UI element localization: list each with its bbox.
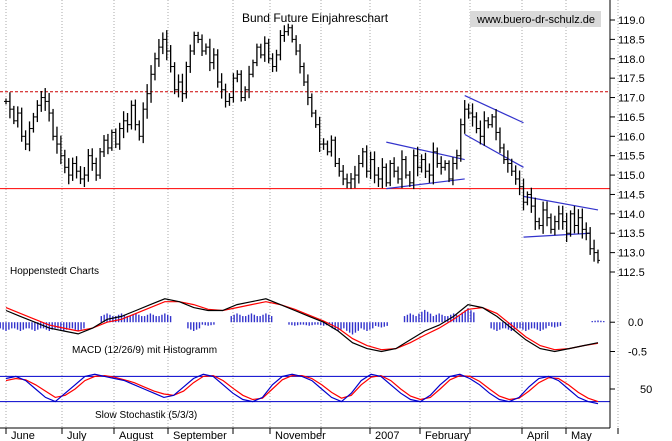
x-tick-label: February xyxy=(425,430,470,441)
price-tick-label: 114.5 xyxy=(618,189,645,201)
hoppenstedt-label: Hoppenstedt Charts xyxy=(10,266,99,277)
macd-axis: 0.0 -0.5 xyxy=(610,317,647,359)
price-bars xyxy=(4,23,600,264)
trendline xyxy=(523,195,599,211)
price-tick-label: 115.5 xyxy=(618,151,645,163)
x-tick-label: 2007 xyxy=(375,430,399,441)
price-tick-label: 113.0 xyxy=(618,248,645,260)
x-tick-label: November xyxy=(275,430,326,441)
price-tick-label: 113.5 xyxy=(618,228,645,240)
macd-tick-label: -0.5 xyxy=(628,347,647,359)
price-tick-label: 117.5 xyxy=(618,73,645,85)
trendline xyxy=(464,95,524,124)
x-tick-label: July xyxy=(67,430,87,441)
macd-signal-line xyxy=(5,301,599,351)
price-tick-label: 118.0 xyxy=(618,54,645,66)
price-tick-label: 118.5 xyxy=(618,34,645,46)
trendline xyxy=(386,178,465,190)
price-tick-label: 119.0 xyxy=(618,15,645,27)
x-axis: June July August September November 2007 Febru… xyxy=(5,428,619,441)
macd-tick-label: 0.0 xyxy=(628,317,643,329)
trendline xyxy=(386,141,465,161)
stochastic-panel xyxy=(0,373,610,405)
stochastic-axis: 50 xyxy=(610,384,652,396)
stochastic-label: Slow Stochastik (5/3/3) xyxy=(95,410,197,421)
stochastic-d-line xyxy=(5,374,599,403)
price-axis: 112.5 113.0 113.5 114.0 114.5 115.0 115.5 116.0… xyxy=(610,15,645,279)
price-tick-label: 117.0 xyxy=(618,93,645,105)
x-tick-label: May xyxy=(571,430,592,441)
price-tick-label: 112.5 xyxy=(618,267,645,279)
x-tick-label: June xyxy=(11,430,35,441)
trendlines xyxy=(386,95,599,238)
price-level-lines xyxy=(0,91,610,190)
x-tick-label: September xyxy=(173,430,227,441)
watermark-text: www.buero-dr-schulz.de xyxy=(476,14,595,26)
macd-label: MACD (12/26/9) mit Histogramm xyxy=(72,345,217,356)
trendline xyxy=(464,133,524,168)
x-tick-label: April xyxy=(527,430,549,441)
stochastic-k-line xyxy=(5,373,599,405)
watermark-box xyxy=(470,11,601,27)
price-tick-label: 114.0 xyxy=(618,209,645,221)
price-tick-label: 116.0 xyxy=(618,131,645,143)
price-tick-label: 115.0 xyxy=(618,170,645,182)
x-tick-label: August xyxy=(119,430,153,441)
macd-line xyxy=(5,298,599,353)
macd-panel xyxy=(0,298,605,353)
trendline xyxy=(523,232,591,238)
chart-title: Bund Future Einjahreschart xyxy=(242,11,389,25)
price-tick-label: 116.5 xyxy=(618,112,645,124)
stochastic-tick-label: 50 xyxy=(640,384,652,396)
